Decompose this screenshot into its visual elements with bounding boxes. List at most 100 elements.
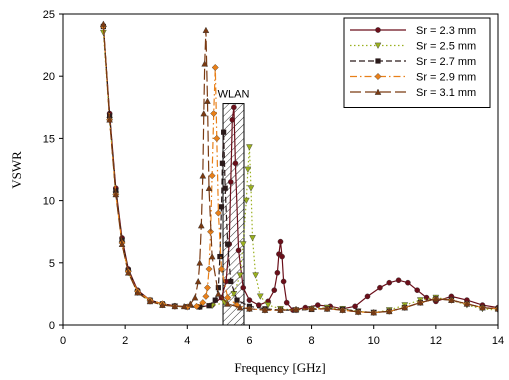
series-1-point — [231, 104, 237, 111]
series-1-point — [274, 269, 281, 276]
series-4-point — [213, 134, 221, 142]
series-2-point — [247, 185, 255, 192]
series-5-point — [494, 305, 498, 312]
series-3-point — [219, 160, 225, 166]
series-1-point — [240, 284, 247, 291]
series-2-point — [239, 241, 247, 248]
series-4-point — [211, 64, 219, 71]
series-5-point — [205, 184, 213, 191]
axes: 0 2 4 6 8 10 12 14 0 5 10 15 20 25 — [43, 9, 504, 347]
series-5-point — [463, 300, 471, 307]
series-5-point — [134, 289, 141, 296]
series-3-point — [206, 303, 212, 309]
series-5-point — [339, 306, 346, 313]
series-5-point — [118, 240, 126, 247]
series-2-point — [242, 197, 250, 205]
legend-item-3: Sr = 2.7 mm — [350, 56, 476, 68]
series-2-point — [256, 293, 264, 300]
series-1-point — [227, 179, 234, 185]
series-1-point — [235, 247, 242, 254]
legend-swatch-marker — [374, 42, 382, 49]
series-5-point — [146, 297, 154, 305]
series-1-point — [280, 278, 287, 285]
series-4-point — [208, 172, 216, 180]
series-1-point — [364, 293, 371, 300]
series-5-point — [354, 308, 362, 315]
series-5-point — [159, 301, 166, 308]
series-5-point — [416, 299, 424, 306]
legend-item-5: Sr = 3.1 mm — [350, 87, 476, 99]
y-axis-label: VSWR — [9, 151, 24, 189]
series-layer — [99, 20, 498, 317]
series-3-point — [222, 185, 228, 191]
x-tick-label: 12 — [430, 335, 442, 347]
x-tick-label: 8 — [309, 335, 315, 347]
series-5-point — [208, 253, 216, 260]
series-5-point — [106, 116, 113, 123]
series-5-point — [432, 295, 440, 302]
series-2-point — [249, 235, 256, 242]
wlan-band: WLAN — [218, 89, 250, 326]
series-4-point — [199, 299, 207, 307]
series-5-point — [308, 305, 315, 312]
series-4-point — [205, 265, 213, 273]
y-tick-label: 0 — [49, 320, 55, 332]
y-tick-label: 5 — [49, 258, 55, 270]
legend-item-2: Sr = 2.5 mm — [350, 41, 476, 53]
series-3-point — [212, 297, 218, 303]
legend-label: Sr = 2.5 mm — [416, 41, 476, 53]
x-axis-label: Frequency [GHz] — [234, 360, 325, 375]
legend-label: Sr = 2.9 mm — [416, 72, 476, 84]
series-2-point — [244, 166, 252, 173]
series-5-point — [204, 97, 211, 104]
series-5-point — [197, 222, 205, 229]
series-5-point — [370, 309, 378, 316]
series-5-point — [196, 259, 204, 266]
series-2-point — [252, 272, 259, 279]
legend-swatch-marker — [375, 27, 381, 33]
series-5-point — [224, 300, 232, 307]
series-5-point — [323, 305, 331, 312]
legend-item-4: Sr = 2.9 mm — [350, 72, 476, 84]
legend: Sr = 2.3 mm Sr = 2.5 mm Sr = 2.7 mm Sr = 2.… — [343, 17, 491, 108]
plot-frame — [62, 13, 499, 326]
series-5-point — [194, 278, 202, 285]
series-3-point — [228, 278, 234, 285]
y-tick-label: 10 — [43, 196, 55, 208]
series-2-point — [264, 302, 272, 309]
series-1-point — [414, 287, 421, 293]
series-4-point — [202, 292, 210, 300]
series-4-point — [214, 209, 222, 217]
series-5-point — [261, 306, 269, 313]
series-5-point — [100, 20, 107, 27]
series-5-point — [401, 304, 409, 311]
series-1-point — [255, 302, 262, 308]
series-3-point — [218, 204, 225, 210]
series-5-point — [448, 296, 455, 303]
series-1-point — [232, 160, 239, 167]
series-4-point — [203, 284, 211, 292]
series-5-point — [187, 300, 194, 307]
legend-label: Sr = 2.7 mm — [416, 56, 476, 68]
series-4-point — [193, 302, 201, 310]
series-1-point — [405, 279, 411, 286]
series-3-point — [217, 253, 223, 260]
series-5-point — [292, 306, 300, 313]
legend-label: Sr = 2.3 mm — [416, 25, 476, 37]
series-5-point — [180, 302, 188, 310]
series-5-point — [199, 172, 207, 179]
series-1-point — [277, 238, 284, 245]
series-1-point — [377, 284, 383, 291]
series-1-point — [283, 299, 290, 306]
series-1-point — [314, 302, 321, 308]
series-3-point — [215, 285, 221, 291]
series-3-point — [225, 241, 231, 247]
legend-swatch-marker — [374, 73, 382, 80]
series-5-point — [124, 269, 132, 276]
series-line-5 — [102, 23, 498, 314]
wlan-band-label: WLAN — [218, 89, 250, 101]
series-1-point — [271, 287, 278, 293]
series-2-point — [246, 144, 253, 151]
series-3-point — [234, 297, 240, 303]
series-5-point — [202, 26, 210, 33]
